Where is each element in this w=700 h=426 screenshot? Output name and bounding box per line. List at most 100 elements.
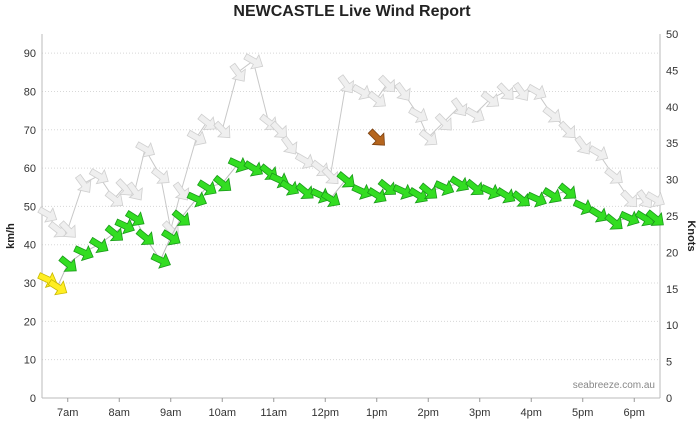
x-tick-label: 9am bbox=[160, 407, 181, 419]
gust-point bbox=[74, 173, 92, 193]
avg-point bbox=[243, 160, 263, 177]
avg-point bbox=[104, 224, 124, 242]
x-tick-label: 11am bbox=[260, 407, 287, 419]
average-arrows bbox=[37, 156, 664, 296]
gust-point bbox=[229, 62, 246, 82]
x-tick-label: 5pm bbox=[572, 407, 593, 419]
gust-point bbox=[58, 220, 76, 238]
y-tick-label: 0 bbox=[30, 393, 36, 405]
avg-point bbox=[171, 209, 191, 226]
y2-tick-label: 15 bbox=[666, 284, 678, 296]
avg-point bbox=[160, 229, 181, 246]
avg-point bbox=[449, 175, 469, 192]
avg-point bbox=[135, 228, 155, 245]
avg-point bbox=[197, 179, 217, 196]
x-tick-label: 4pm bbox=[521, 407, 542, 419]
avg-point bbox=[124, 210, 145, 227]
avg-point bbox=[465, 178, 484, 196]
gust-point bbox=[496, 82, 514, 100]
gust-point bbox=[351, 83, 372, 100]
gust-point bbox=[367, 90, 386, 108]
avg-point bbox=[433, 179, 455, 196]
gust-point bbox=[408, 106, 428, 123]
avg-point bbox=[320, 190, 341, 208]
gust-point bbox=[135, 141, 156, 158]
y-tick-label: 80 bbox=[24, 86, 36, 98]
gust-arrows bbox=[37, 53, 665, 238]
gust-point bbox=[558, 120, 576, 139]
avg-point bbox=[227, 156, 249, 174]
x-tick-label: 3pm bbox=[469, 407, 490, 419]
avg-point bbox=[377, 178, 397, 196]
y-tick-label: 50 bbox=[24, 201, 36, 213]
gust-point bbox=[464, 106, 485, 123]
avg-point bbox=[279, 179, 300, 196]
gust-point bbox=[418, 128, 438, 146]
avg-point bbox=[295, 182, 314, 200]
gust-point bbox=[512, 81, 530, 101]
y2-tick-label: 45 bbox=[666, 65, 678, 77]
gust-point bbox=[337, 74, 354, 94]
y-tick-label: 30 bbox=[24, 278, 36, 290]
avg-point bbox=[58, 255, 77, 272]
gust-point bbox=[126, 181, 143, 201]
avg-point bbox=[557, 182, 577, 200]
y2-tick-label: 35 bbox=[666, 138, 678, 150]
gust-point bbox=[620, 189, 638, 208]
gust-point bbox=[104, 190, 124, 207]
avg-point bbox=[351, 183, 372, 200]
gust-point bbox=[197, 113, 216, 131]
y2-axis-label: Knots bbox=[685, 220, 697, 251]
y2-tick-label: 50 bbox=[666, 29, 678, 41]
avg-point bbox=[408, 187, 428, 204]
y-tick-label: 70 bbox=[24, 125, 36, 137]
direction-arrow bbox=[367, 128, 385, 146]
y2-tick-label: 0 bbox=[666, 393, 672, 405]
gust-point bbox=[321, 166, 339, 185]
gust-point bbox=[186, 129, 207, 146]
chart-title: NEWCASTLE Live Wind Report bbox=[233, 3, 471, 20]
y-tick-label: 40 bbox=[24, 240, 36, 252]
gust-point bbox=[480, 90, 500, 108]
grid bbox=[41, 34, 661, 399]
y2-tick-label: 40 bbox=[666, 102, 678, 114]
gust-point bbox=[88, 168, 109, 185]
gust-point bbox=[574, 135, 591, 155]
gust-point bbox=[526, 83, 547, 100]
x-tick-label: 7am bbox=[57, 407, 78, 419]
avg-point bbox=[88, 236, 109, 254]
avg-point bbox=[186, 191, 208, 208]
x-tick-label: 8am bbox=[109, 407, 130, 419]
x-axis-ticks: 7am 8am 9am 10am 11am 12pm 1pm 2pm 3pm 4pm 5pm 6pm bbox=[57, 398, 645, 419]
gust-point bbox=[213, 120, 231, 139]
x-tick-label: 1pm bbox=[366, 407, 387, 419]
avg-point bbox=[366, 187, 387, 204]
avg-point bbox=[150, 252, 171, 269]
avg-point bbox=[114, 218, 135, 235]
x-tick-label: 6pm bbox=[624, 407, 645, 419]
gust-point bbox=[588, 145, 609, 162]
avg-point bbox=[418, 182, 438, 200]
gust-point bbox=[172, 181, 190, 201]
avg-point bbox=[47, 279, 68, 296]
y-tick-label: 60 bbox=[24, 163, 36, 175]
gust-point bbox=[243, 53, 264, 70]
avg-point bbox=[212, 174, 232, 192]
avg-point bbox=[73, 245, 94, 262]
gust-point bbox=[542, 105, 561, 123]
y2-tick-label: 30 bbox=[666, 175, 678, 187]
avg-point bbox=[511, 190, 530, 207]
y2-tick-label: 5 bbox=[666, 357, 672, 369]
avg-point bbox=[480, 183, 501, 200]
gust-point bbox=[645, 191, 665, 208]
avg-point bbox=[542, 187, 562, 204]
gust-point bbox=[269, 120, 287, 139]
y-axis-label: km/h bbox=[5, 223, 17, 249]
gust-point bbox=[378, 74, 396, 93]
avg-point bbox=[392, 183, 414, 200]
avg-point bbox=[604, 213, 623, 230]
gust-point bbox=[604, 167, 623, 184]
avg-point bbox=[495, 187, 516, 204]
y-axis-ticks: 0 10 20 30 40 50 60 70 80 90 bbox=[24, 48, 36, 405]
